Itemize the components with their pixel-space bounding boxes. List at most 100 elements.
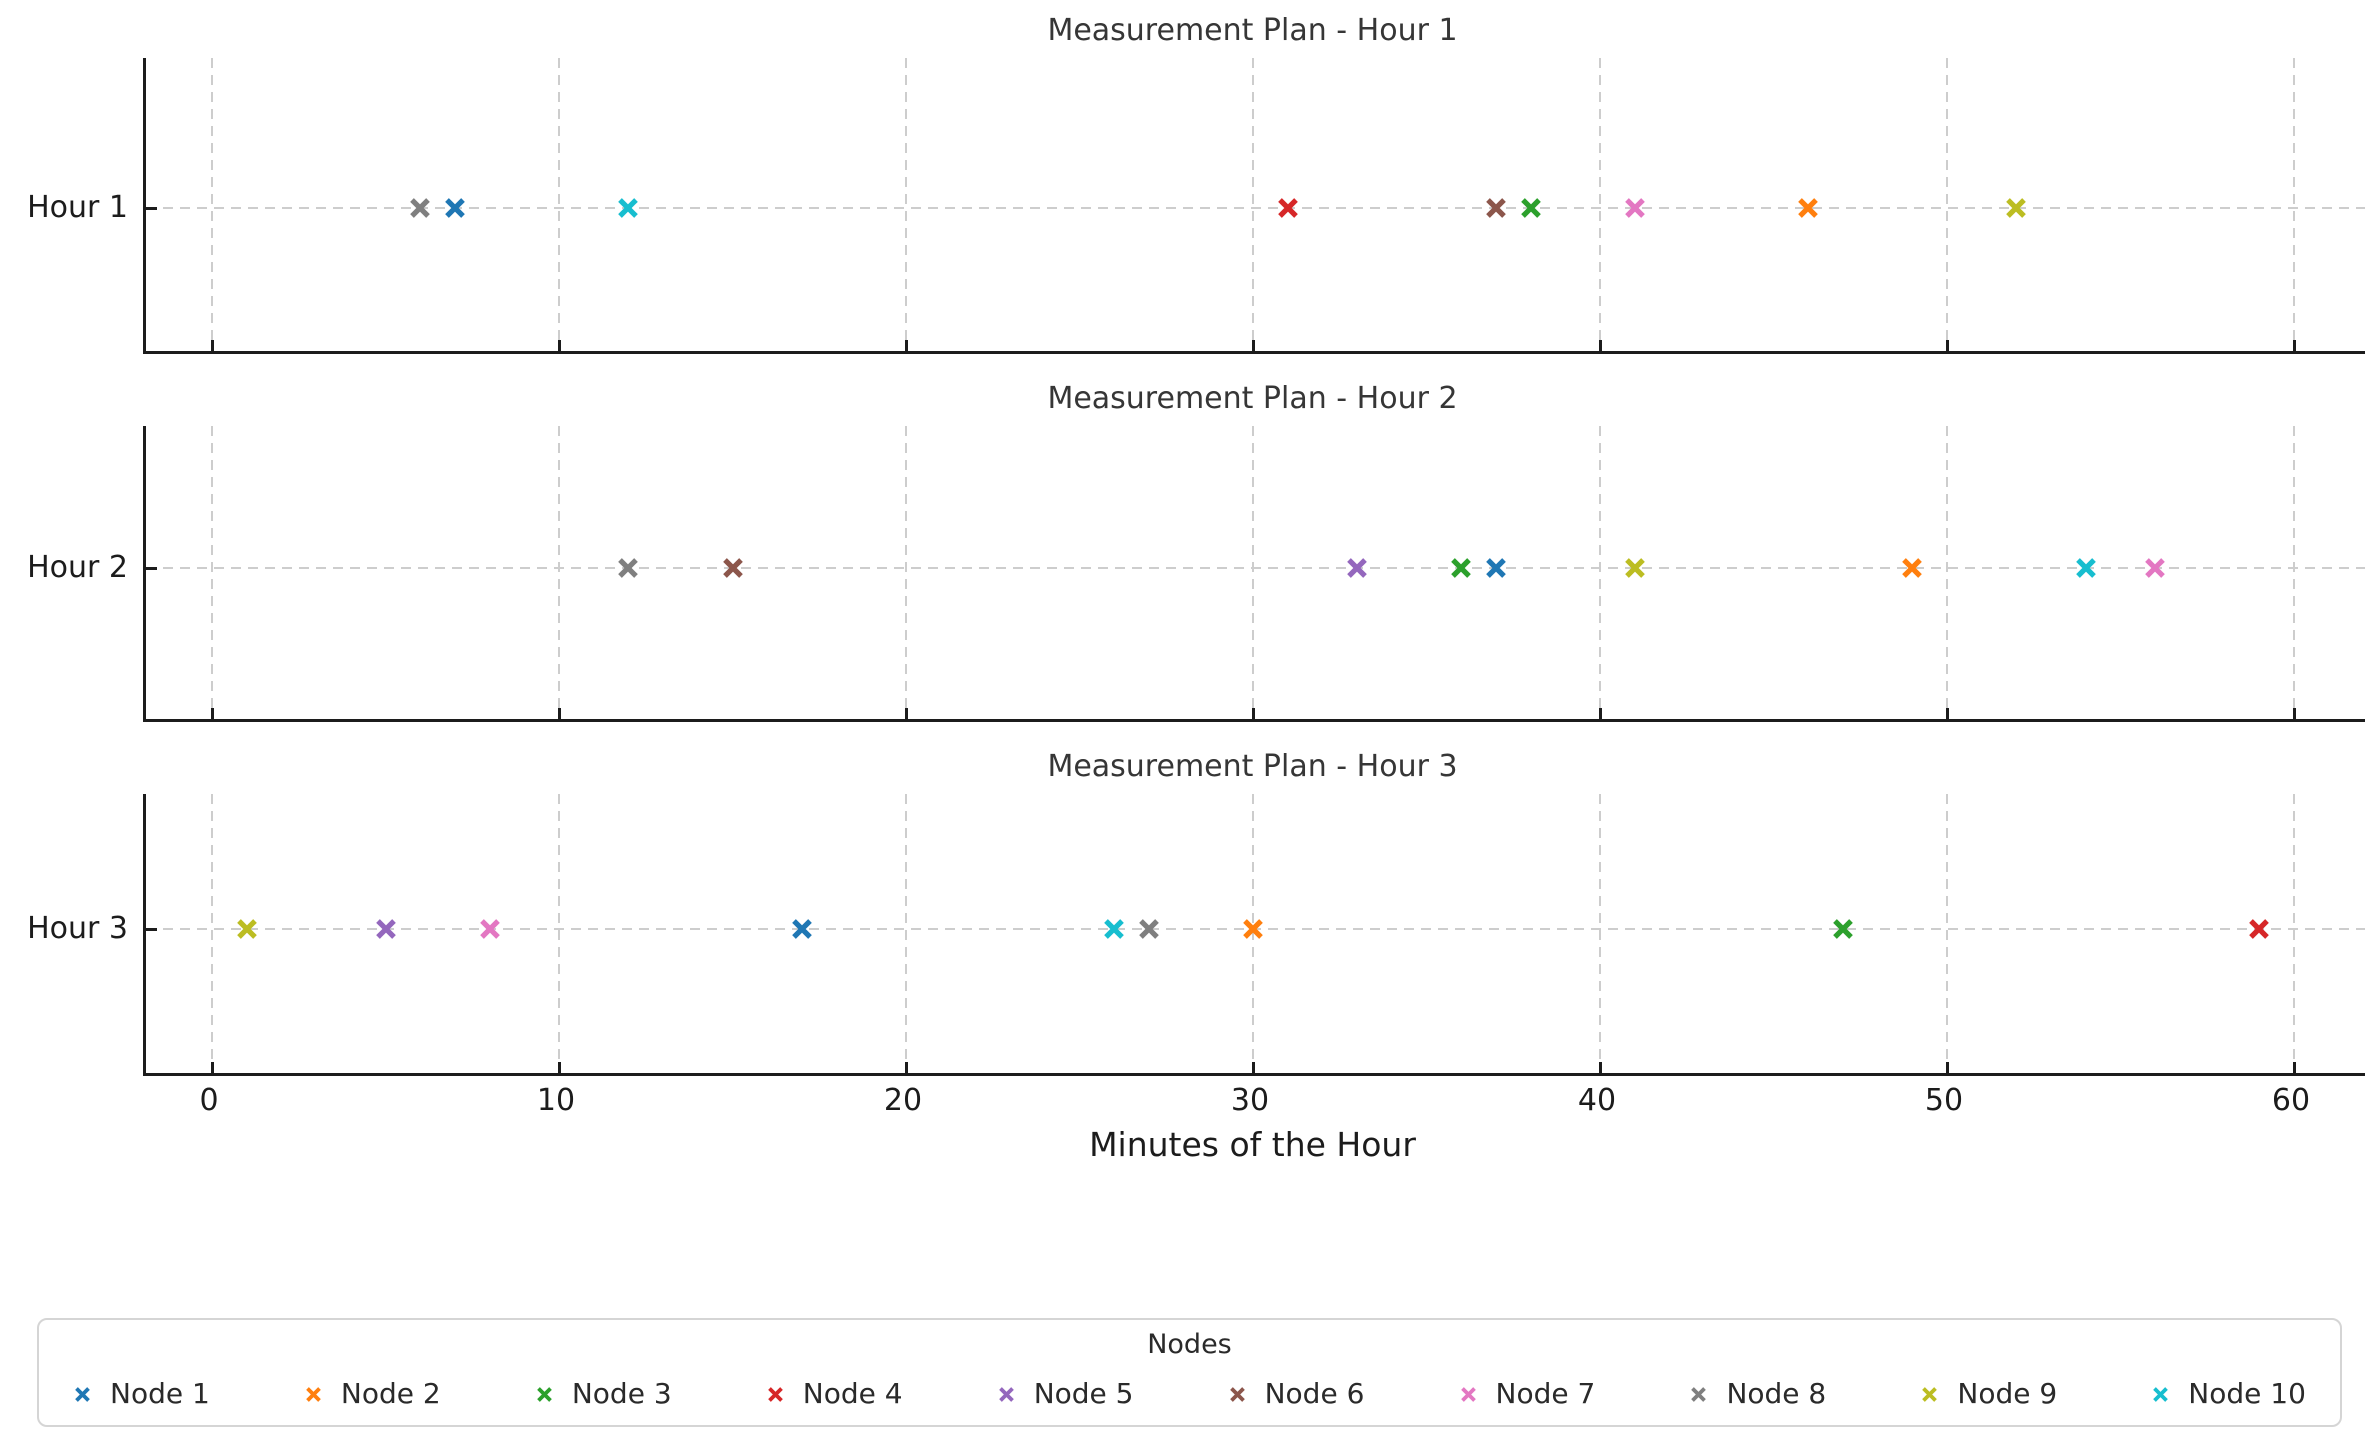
x-marker-icon [2249, 919, 2270, 939]
marker-node-3 [1519, 196, 1543, 220]
x-tick-mark [1251, 1062, 1255, 1073]
x-tick-label: 30 [1230, 1083, 1270, 1118]
vertical-gridline [2293, 794, 2295, 1073]
x-axis-label: Minutes of the Hour [1089, 1125, 1416, 1164]
x-marker-icon [1520, 198, 1541, 218]
horizontal-gridline [146, 567, 2365, 569]
x-tick-mark [210, 1062, 214, 1073]
marker-node-10 [2074, 556, 2098, 580]
marker-node-10 [1102, 917, 1126, 941]
vertical-gridline [211, 794, 213, 1073]
vertical-gridline [905, 58, 907, 351]
subplot-axes [143, 58, 2365, 354]
x-tick-mark [1251, 708, 1255, 719]
x-marker-icon [410, 198, 431, 218]
horizontal-gridline [146, 207, 2365, 209]
legend-title: Nodes [1147, 1329, 1232, 1360]
x-tick-mark [1251, 340, 1255, 351]
x-marker-icon [1833, 919, 1853, 939]
marker-node-2 [1241, 917, 1265, 941]
x-tick-mark [1945, 340, 1949, 351]
legend-item-label: Node 4 [802, 1377, 903, 1410]
marker-node-4 [1276, 196, 1300, 220]
x-marker-icon [997, 1385, 1016, 1404]
legend-item-label: Node 7 [1495, 1377, 1596, 1410]
x-marker-icon [304, 1385, 323, 1404]
x-tick-mark [1945, 708, 1949, 719]
x-tick-mark [2292, 1062, 2296, 1073]
y-tick-mark [146, 927, 157, 931]
legend-item-node-10: Node 10 [2151, 1377, 2306, 1411]
marker-node-7 [2143, 556, 2167, 580]
x-marker-icon [1347, 558, 1367, 578]
x-tick-mark [2292, 708, 2296, 719]
legend-item-node-2: Node 2 [304, 1377, 441, 1411]
marker-node-7 [478, 917, 502, 941]
x-tick-mark [1598, 340, 1602, 351]
x-tick-label: 10 [536, 1083, 576, 1118]
legend-item-node-3: Node 3 [535, 1377, 672, 1411]
vertical-gridline [2293, 58, 2295, 351]
legend-item-label: Node 5 [1033, 1377, 1134, 1410]
x-marker-icon [1228, 1385, 1247, 1404]
marker-node-8 [408, 196, 432, 220]
legend-item-label: Node 2 [340, 1377, 441, 1410]
vertical-gridline [1946, 426, 1948, 719]
marker-node-8 [1137, 917, 1161, 941]
vertical-gridline [1599, 58, 1601, 351]
x-tick-mark [904, 340, 908, 351]
marker-node-4 [2247, 917, 2271, 941]
marker-node-7 [1623, 196, 1647, 220]
marker-node-5 [374, 917, 398, 941]
marker-node-2 [1796, 196, 1820, 220]
x-marker-icon [1689, 1385, 1708, 1404]
x-marker-icon [1798, 198, 1819, 218]
x-marker-icon [1139, 919, 1159, 939]
legend: Nodes Node 1 Node 2 Node 3 Node 4 Node 5 Node… [37, 1318, 2342, 1427]
legend-item-label: Node 8 [1726, 1377, 1827, 1410]
legend-item-label: Node 9 [1957, 1377, 2058, 1410]
x-marker-icon [1486, 198, 1506, 218]
marker-node-6 [1484, 196, 1508, 220]
x-tick-label: 50 [1924, 1083, 1964, 1118]
subplot-title: Measurement Plan - Hour 1 [1047, 13, 1458, 48]
x-tick-mark [1598, 1062, 1602, 1073]
x-marker-icon [1104, 919, 1125, 939]
x-tick-mark [904, 708, 908, 719]
x-tick-mark [2292, 340, 2296, 351]
x-marker-icon [535, 1385, 554, 1404]
x-marker-icon [1624, 558, 1645, 578]
legend-item-node-1: Node 1 [73, 1377, 210, 1411]
x-marker-icon [1624, 198, 1645, 218]
y-tick-mark [146, 566, 157, 570]
legend-item-node-9: Node 9 [1920, 1377, 2057, 1411]
vertical-gridline [1252, 58, 1254, 351]
x-marker-icon [1902, 558, 1923, 578]
x-tick-label: 20 [883, 1083, 923, 1118]
vertical-gridline [1252, 794, 1254, 1073]
subplot-axes [143, 794, 2365, 1076]
x-marker-icon [2006, 198, 2027, 218]
x-tick-mark [557, 708, 561, 719]
marker-node-5 [1345, 556, 1369, 580]
x-marker-icon [2151, 1385, 2170, 1404]
vertical-gridline [211, 426, 213, 719]
x-marker-icon [1459, 1385, 1478, 1404]
vertical-gridline [905, 794, 907, 1073]
x-tick-label: 40 [1577, 1083, 1617, 1118]
legend-item-label: Node 3 [571, 1377, 672, 1410]
legend-items: Node 1 Node 2 Node 3 Node 4 Node 5 Node 6 Node… [73, 1370, 2306, 1418]
x-marker-icon [792, 919, 812, 939]
marker-node-3 [1831, 917, 1855, 941]
x-tick-label: 0 [199, 1083, 219, 1118]
vertical-gridline [905, 426, 907, 719]
y-tick-mark [146, 206, 157, 210]
x-tick-mark [210, 340, 214, 351]
y-tick-label: Hour 1 [27, 190, 128, 225]
x-marker-icon [618, 558, 639, 578]
x-marker-icon [445, 198, 465, 218]
vertical-gridline [558, 426, 560, 719]
x-tick-mark [1598, 708, 1602, 719]
x-marker-icon [1486, 558, 1506, 578]
